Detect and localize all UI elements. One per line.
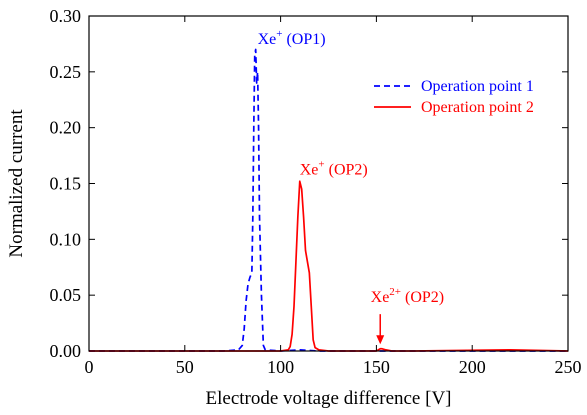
- x-tick-label: 0: [85, 357, 94, 377]
- y-tick-label: 0.20: [50, 118, 82, 138]
- plot-frame: [88, 15, 569, 352]
- annotation-op2-double: Xe2+ (OP2): [371, 286, 444, 306]
- annotation-op1: Xe+ (OP1): [258, 28, 326, 48]
- legend: Operation point 1 Operation point 2: [374, 78, 534, 116]
- x-tick-label: 100: [267, 357, 294, 377]
- annotation-arrow-head: [376, 335, 385, 345]
- axis-ticks: 0 50 100 150 200 250 0.00 0.05 0.10 0.15 0.20 0.25 0…: [50, 6, 582, 377]
- y-tick-label: 0.30: [50, 6, 82, 26]
- y-tick-label: 0.25: [50, 62, 82, 82]
- legend-label-2: Operation point 2: [421, 99, 534, 116]
- series-line-2: [89, 180, 569, 352]
- y-tick-label: 0.00: [50, 341, 82, 361]
- x-axis-label: Electrode voltage difference [V]: [206, 388, 452, 409]
- x-tick-label: 200: [459, 357, 486, 377]
- legend-label-1: Operation point 1: [421, 78, 534, 95]
- y-tick-label: 0.10: [50, 229, 82, 249]
- x-tick-label: 150: [363, 357, 390, 377]
- annotations: Xe+ (OP1) Xe+ (OP2) Xe2+ (OP2): [258, 28, 444, 345]
- y-axis-label: Normalized current: [6, 109, 27, 258]
- x-tick-label: 250: [555, 357, 582, 377]
- y-tick-label: 0.15: [50, 174, 82, 194]
- y-tick-label: 0.05: [50, 285, 82, 305]
- x-tick-label: 50: [176, 357, 194, 377]
- annotation-op2-single: Xe+ (OP2): [300, 159, 368, 179]
